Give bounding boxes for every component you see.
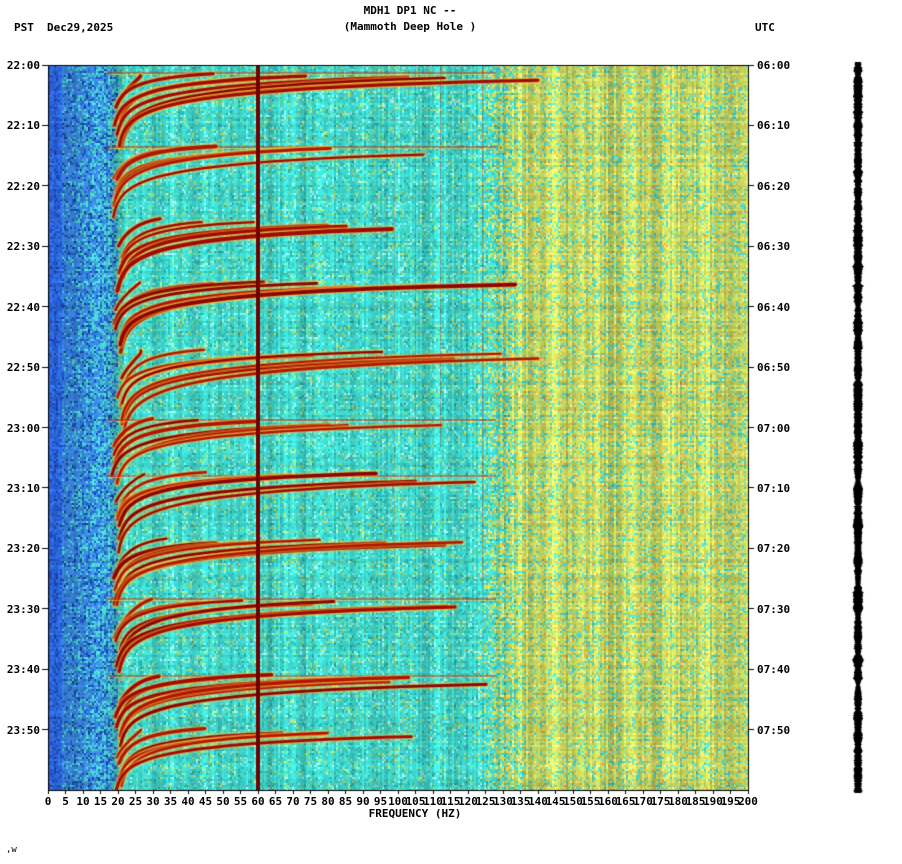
spectrogram-page: PST Dec29,2025 MDH1 DP1 NC -- (Mammoth D… [0, 0, 902, 864]
spectrogram-canvas [0, 0, 902, 864]
